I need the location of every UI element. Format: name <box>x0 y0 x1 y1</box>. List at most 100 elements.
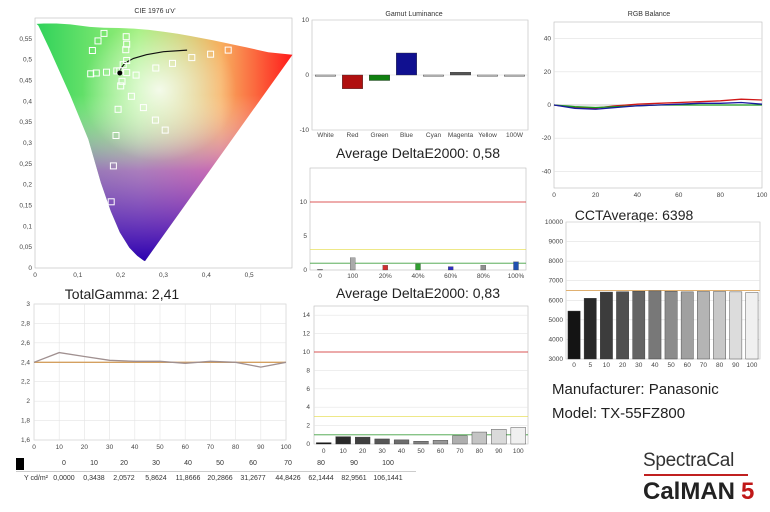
cct-ytick-3: 6000 <box>549 297 564 304</box>
cie-target-18 <box>132 71 140 79</box>
gamut-lum-bar-7 <box>504 74 525 77</box>
cie-ytick-11: 0,55 <box>19 36 32 43</box>
deltae-gray-ytick-3: 6 <box>306 386 310 393</box>
gamut-lum-xtick-5: Magenta <box>448 132 474 139</box>
deltae-gray-xtick-10: 100 <box>513 448 524 455</box>
table-cell: 2,0572 <box>113 475 135 482</box>
cct-xtick-9: 80 <box>716 362 724 369</box>
cie-xtick-2: 0,2 <box>116 272 125 279</box>
cie-target-8 <box>123 69 131 77</box>
cie-whitepoint <box>117 70 123 76</box>
deltae-gamut-bar-1 <box>350 257 356 271</box>
cct-ytick-7: 10000 <box>545 219 563 226</box>
deltae-gamut-ytick-1: 5 <box>303 233 307 240</box>
cct-bar-3 <box>616 291 629 360</box>
deltae-gray-ytick-6: 12 <box>303 331 311 338</box>
gamut-lum-xtick-2: Green <box>370 132 388 139</box>
gamut-lum-bar-1 <box>342 74 363 89</box>
deltae-gamut-title: Average DeltaE2000: 0,58 <box>336 145 500 161</box>
table-header-cell: 80 <box>317 460 325 467</box>
deltae-gray-xtick-3: 30 <box>378 448 386 455</box>
gamut-lum-xtick-7: 100W <box>506 132 524 139</box>
gamut-lum-ytick-1: 0 <box>305 72 309 79</box>
cct-xtick-11: 100 <box>746 362 757 369</box>
deltae-gray-bar-5 <box>413 441 429 445</box>
gamma-ytick-5: 2,6 <box>21 340 30 347</box>
table-header-cell: 0 <box>62 460 66 467</box>
gamut-lum-xtick-1: Red <box>347 132 359 139</box>
rgb-balance-chart: RGB Balance -40 -20 0 20 40 0 20 40 60 80 100 <box>542 11 768 199</box>
deltae-gamut-bar-6 <box>513 261 519 271</box>
calman-logo-version: 5 <box>741 478 755 505</box>
cct-xtick-0: 0 <box>572 362 576 369</box>
deltae-gray-xtick-6: 60 <box>437 448 445 455</box>
gamut-lum-bar-3 <box>396 52 417 76</box>
cie-target-7 <box>123 57 131 64</box>
cie-target-25 <box>139 104 147 112</box>
deltae-gray-xtick-2: 20 <box>359 448 367 455</box>
cie-target-1 <box>109 162 117 170</box>
deltae-gray-bar-4 <box>393 439 410 445</box>
cct-bar-0 <box>567 310 581 360</box>
deltae-gray-ytick-2: 4 <box>306 404 310 411</box>
gamma-xtick-9: 90 <box>257 444 265 451</box>
cct-title: CCTAverage: 6398 <box>575 207 694 223</box>
deltae-gamut-ytick-0: 0 <box>303 267 307 274</box>
deltae-gray-bar-10 <box>510 427 526 445</box>
luminance-table: 0 10 20 30 40 50 60 70 80 90 100 Y cd/m² 0,0000 0,3… <box>16 456 416 486</box>
deltae-gray-bar-6 <box>432 440 449 445</box>
cct-ytick-6: 9000 <box>549 239 564 246</box>
table-cell: 106,1441 <box>373 475 403 482</box>
deltae-gray-bar-9 <box>491 429 507 445</box>
gamut-lum-ytick-0: -10 <box>300 127 310 134</box>
rgb-series-blue <box>553 101 763 110</box>
gamma-xtick-6: 60 <box>182 444 190 451</box>
deltae-gray-xtick-8: 80 <box>476 448 484 455</box>
gamma-xtick-3: 30 <box>106 444 114 451</box>
deltae-gamut-xtick-2: 20% <box>379 273 392 280</box>
table-divider <box>16 471 416 472</box>
deltae-gamut-ytick-2: 10 <box>300 199 308 206</box>
gamma-xtick-1: 10 <box>56 444 64 451</box>
cie-target-12 <box>94 37 102 45</box>
deltae-gamut-bar-2 <box>382 265 388 271</box>
cie-ytick-1: 0,05 <box>19 244 32 251</box>
deltae-gray-bar-2 <box>355 436 371 445</box>
cct-bar-1 <box>583 298 597 360</box>
table-cell: 0,3438 <box>83 475 105 482</box>
gamma-xtick-10: 100 <box>281 444 292 451</box>
manufacturer-label: Manufacturer: Panasonic <box>552 381 719 398</box>
cct-xtick-5: 40 <box>651 362 659 369</box>
cct-ytick-0: 3000 <box>549 356 564 363</box>
table-cell: 0,0000 <box>53 475 75 482</box>
gamut-lum-bar-0 <box>315 74 336 77</box>
cie-target-27 <box>161 126 169 134</box>
deltae-gray-bar-7 <box>452 435 468 445</box>
cct-ytick-1: 4000 <box>549 336 564 343</box>
cie-ytick-6: 0,3 <box>23 140 32 147</box>
deltae-gamut-xtick-0: 0 <box>318 273 322 280</box>
cie-chart: CIE 1976 u'v' 0 0,1 0,2 0,3 0,4 0,5 0 0,05 0,1 0,… <box>19 8 293 279</box>
cie-target-20 <box>169 59 176 67</box>
cie-ytick-0: 0 <box>28 265 32 272</box>
deltae-gray-xtick-9: 90 <box>495 448 503 455</box>
cie-xtick-4: 0,4 <box>202 272 211 279</box>
cct-bar-9 <box>713 291 726 360</box>
table-header-cell: 10 <box>90 460 98 467</box>
deltae-gray-ytick-1: 2 <box>306 423 310 430</box>
cct-bar-2 <box>600 291 613 360</box>
deltae-gamut-xtick-5: 80% <box>477 273 490 280</box>
cie-title: CIE 1976 u'v' <box>134 8 175 15</box>
gamma-ytick-0: 1,6 <box>21 437 30 444</box>
spectracal-logo: SpectraCal <box>643 450 734 471</box>
deltae-gray-title: Average DeltaE2000: 0,83 <box>336 285 500 301</box>
cie-target-15 <box>92 69 100 77</box>
gamut-lum-bar-2 <box>369 74 390 81</box>
cie-target-21 <box>188 54 196 62</box>
table-header-cell: 40 <box>184 460 192 467</box>
deltae-gray-bar-0 <box>316 442 332 445</box>
cie-target-4 <box>117 82 125 90</box>
cie-target-24 <box>127 92 135 100</box>
cie-target-0 <box>107 198 115 206</box>
